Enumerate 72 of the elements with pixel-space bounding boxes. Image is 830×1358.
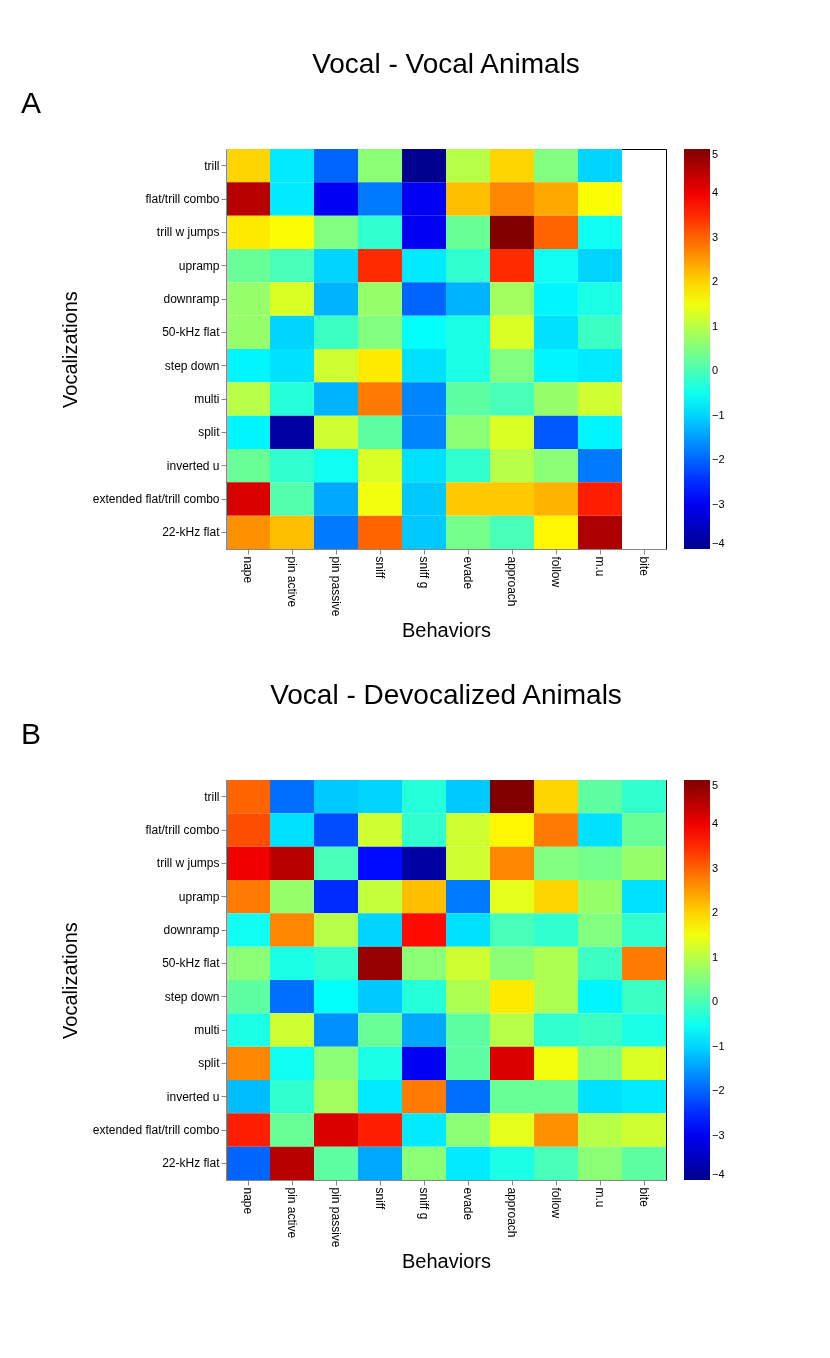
color-bar-label: 4 — [712, 186, 719, 199]
color-bar-label: 2 — [712, 275, 719, 288]
y-tick-label: 22-kHz flat — [162, 525, 221, 540]
text: B — [21, 717, 42, 750]
x-tick-label: nape — [241, 556, 255, 584]
y-tick-label: 22-kHz flat — [162, 1156, 221, 1171]
x-tick-label: evade — [461, 1187, 475, 1221]
color-bar-label: 4 — [712, 817, 719, 830]
color-bar-label: −4 — [712, 537, 725, 549]
x-tick-label: sniff g — [417, 556, 431, 589]
x-tick-label: pin active — [285, 556, 299, 608]
y-tick-label: extended flat/trill combo — [92, 492, 220, 506]
x-axis-title: Behaviors — [402, 1249, 491, 1272]
color-bar-label: 0 — [712, 364, 719, 377]
y-tick-label: inverted u — [166, 458, 220, 473]
y-tick-label: inverted u — [166, 1089, 220, 1104]
chart-title: Vocal - Devocalized Animals — [270, 679, 622, 710]
x-tick-label: sniff g — [417, 1187, 431, 1220]
y-tick-label: 50-kHz flat — [162, 956, 221, 971]
x-tick-label: m.u — [593, 556, 607, 577]
y-tick-label: flat/trill combo — [145, 823, 220, 837]
y-tick-label: multi — [194, 1023, 220, 1037]
x-tick-label: m.u — [593, 1187, 607, 1208]
x-tick-label: follow — [549, 556, 563, 588]
y-tick-label: flat/trill combo — [145, 192, 220, 206]
y-tick-label: step down — [164, 989, 220, 1004]
color-bar-label: −3 — [712, 1128, 725, 1141]
y-tick-label: extended flat/trill combo — [92, 1123, 220, 1137]
y-tick-label: split — [198, 1056, 221, 1071]
x-tick-label: pin passive — [329, 556, 343, 617]
y-axis-title: Vocalizations — [58, 291, 81, 408]
color-bar-label: −2 — [712, 453, 725, 466]
x-tick-label: pin passive — [329, 1187, 343, 1248]
color-bar-label: 1 — [712, 319, 719, 332]
x-tick-label: sniff — [373, 1187, 387, 1210]
y-tick-label: trill — [204, 789, 220, 804]
y-tick-label: upramp — [178, 889, 220, 904]
y-tick-label: 50-kHz flat — [162, 325, 221, 340]
color-bar-label: −1 — [712, 1039, 725, 1052]
y-tick-label: trill w jumps — [156, 856, 220, 871]
x-tick-label: follow — [549, 1187, 563, 1219]
y-tick-label: multi — [194, 392, 220, 406]
y-tick-label: upramp — [178, 258, 220, 273]
color-bar-label: −2 — [712, 1084, 725, 1097]
x-tick-label: bite — [637, 1187, 651, 1208]
y-axis-title: Vocalizations — [58, 922, 81, 1039]
color-bar-label: 5 — [712, 779, 719, 791]
chart-title: Vocal - Vocal Animals — [312, 48, 580, 79]
color-bar-label: 5 — [712, 148, 719, 160]
color-bar-label: 3 — [712, 861, 719, 874]
y-tick-label: trill — [204, 158, 220, 173]
color-bar-label: −1 — [712, 408, 725, 421]
x-tick-label: bite — [637, 556, 651, 577]
color-bar-label: 3 — [712, 230, 719, 243]
x-tick-label: evade — [461, 556, 475, 590]
y-tick-label: downramp — [163, 923, 220, 937]
y-tick-label: split — [198, 425, 221, 440]
y-tick-label: trill w jumps — [156, 225, 220, 240]
x-tick-label: approach — [505, 556, 519, 607]
color-bar-label: −3 — [712, 497, 725, 510]
x-tick-label: pin active — [285, 1187, 299, 1239]
text: A — [21, 86, 42, 119]
x-tick-label: approach — [505, 1187, 519, 1238]
x-axis-title: Behaviors — [402, 618, 491, 641]
color-bar-label: 2 — [712, 906, 719, 919]
y-tick-label: downramp — [163, 292, 220, 306]
color-bar-label: 1 — [712, 950, 719, 963]
color-bar-label: 0 — [712, 995, 719, 1008]
y-tick-label: step down — [164, 358, 220, 373]
color-bar-label: −4 — [712, 1168, 725, 1180]
x-tick-label: nape — [241, 1187, 255, 1215]
x-tick-label: sniff — [373, 556, 387, 579]
